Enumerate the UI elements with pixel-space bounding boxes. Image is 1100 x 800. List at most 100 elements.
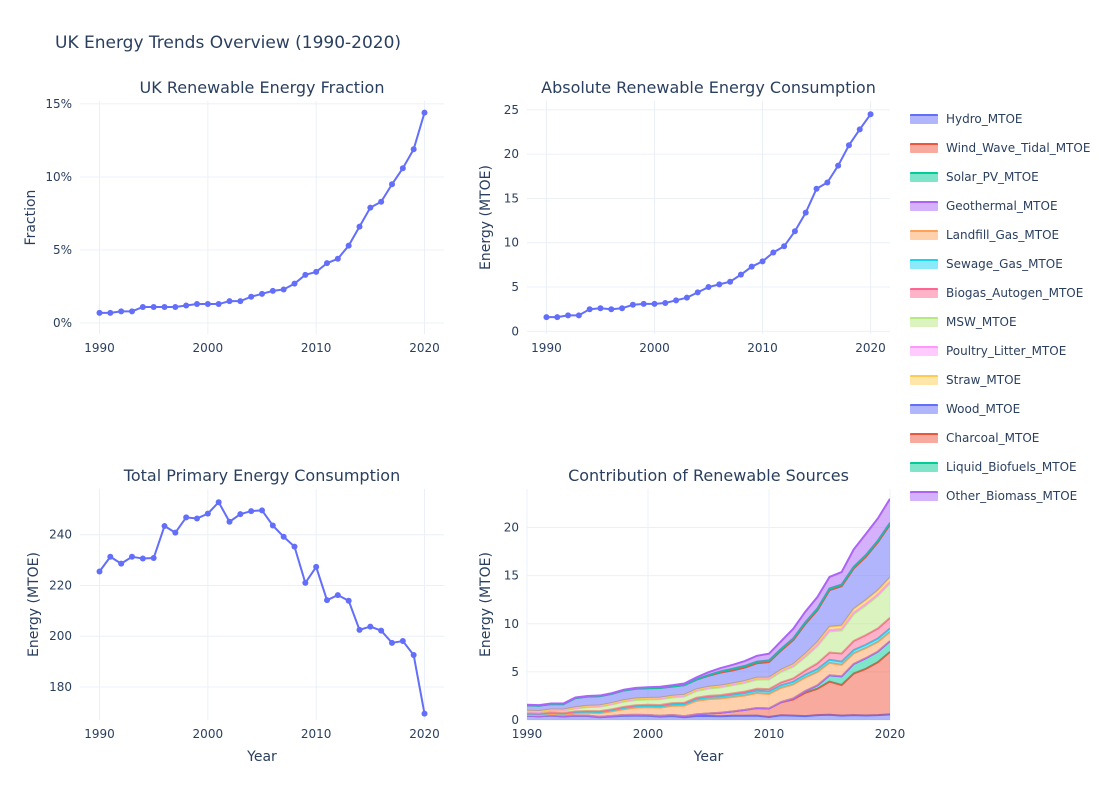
data-point (183, 302, 190, 309)
data-point (378, 627, 385, 634)
x-tick-label: 1990 (512, 727, 543, 741)
legend-item[interactable]: Other_Biomass_MTOE (910, 481, 1095, 510)
legend-item[interactable]: Sewage_Gas_MTOE (910, 249, 1095, 278)
x-tick-label: 2010 (301, 341, 332, 355)
legend-item[interactable]: Straw_MTOE (910, 365, 1095, 394)
x-tick-label: 2010 (747, 341, 778, 355)
legend-label: Biogas_Autogen_MTOE (946, 285, 1084, 300)
data-point (215, 301, 222, 308)
data-point (737, 271, 744, 278)
data-point (629, 301, 636, 308)
legend-item[interactable]: Wood_MTOE (910, 394, 1095, 423)
legend-swatch (910, 171, 938, 182)
data-point (770, 249, 777, 256)
legend[interactable]: Hydro_MTOE Wind_Wave_Tidal_MTOE Solar_PV_M… (910, 104, 1095, 510)
data-point (586, 306, 593, 313)
x-tick-label: 2020 (409, 727, 440, 741)
y-axis-title: Fraction (23, 190, 39, 246)
legend-swatch (910, 345, 938, 356)
data-point (565, 312, 572, 319)
legend-item[interactable]: Solar_PV_MTOE (910, 162, 1095, 191)
data-point (96, 309, 103, 316)
data-point (845, 142, 852, 149)
legend-item[interactable]: MSW_MTOE (910, 307, 1095, 336)
data-point (96, 568, 103, 575)
legend-item[interactable]: Biogas_Autogen_MTOE (910, 278, 1095, 307)
data-point (324, 260, 330, 267)
y-tick-label: 5 (511, 665, 519, 679)
data-point (237, 298, 244, 305)
legend-swatch (910, 432, 938, 443)
data-point (759, 258, 766, 265)
area-straw-mtoe (527, 577, 890, 712)
legend-swatch (910, 461, 938, 472)
x-tick-label: 2000 (639, 341, 670, 355)
data-point (150, 303, 157, 310)
x-tick-label: 2010 (754, 727, 785, 741)
data-point (367, 623, 374, 630)
subplot-title: Absolute Renewable Energy Consumption (541, 78, 876, 97)
data-point (204, 301, 211, 308)
data-point (781, 243, 788, 250)
x-tick-label: 2010 (301, 727, 332, 741)
legend-item[interactable]: Liquid_Biofuels_MTOE (910, 452, 1095, 481)
x-tick-label: 1990 (84, 727, 115, 741)
area-wood-mtoe (527, 524, 890, 712)
data-point (399, 165, 406, 172)
data-point (727, 278, 734, 285)
data-point (824, 179, 831, 186)
data-point (204, 510, 211, 517)
data-point (716, 281, 723, 288)
y-tick-label: 15 (504, 569, 519, 583)
data-point (683, 294, 690, 301)
data-point (619, 305, 626, 312)
data-point (139, 303, 146, 310)
legend-swatch (910, 229, 938, 240)
data-point (259, 507, 265, 514)
legend-item[interactable]: Landfill_Gas_MTOE (910, 220, 1095, 249)
y-tick-label: 220 (49, 578, 72, 592)
data-point (791, 228, 798, 235)
legend-item[interactable]: Geothermal_MTOE (910, 191, 1095, 220)
x-tick-label: 1990 (84, 341, 115, 355)
data-point (280, 533, 287, 540)
subplot-2: 1990 2000 2010 2020 0 5 10 15 20 25 Absolute Renew… (478, 78, 890, 355)
y-tick-label: 15% (45, 97, 72, 111)
data-point (269, 522, 276, 529)
y-tick-label: 10 (504, 236, 519, 250)
data-point (313, 563, 320, 570)
legend-item[interactable]: Hydro_MTOE (910, 104, 1095, 133)
legend-label: Straw_MTOE (946, 372, 1022, 387)
y-tick-label: 20 (504, 521, 519, 535)
legend-item[interactable]: Wind_Wave_Tidal_MTOE (910, 133, 1095, 162)
legend-label: Solar_PV_MTOE (946, 169, 1039, 184)
x-tick-label: 2000 (193, 727, 224, 741)
legend-label: Liquid_Biofuels_MTOE (946, 459, 1077, 474)
data-point (259, 290, 265, 297)
x-tick-label: 2020 (875, 727, 906, 741)
legend-swatch (910, 287, 938, 298)
data-point (597, 305, 604, 312)
legend-item[interactable]: Poultry_Litter_MTOE (910, 336, 1095, 365)
data-point (705, 284, 712, 291)
legend-item[interactable]: Charcoal_MTOE (910, 423, 1095, 452)
data-point (194, 301, 200, 308)
data-point (554, 314, 561, 321)
data-point (662, 299, 669, 306)
x-axis-title: Year (693, 749, 724, 765)
legend-label: Sewage_Gas_MTOE (946, 256, 1063, 271)
legend-swatch (910, 316, 938, 327)
data-point (356, 223, 363, 230)
data-point (410, 652, 417, 659)
data-point (608, 306, 615, 313)
data-point (291, 543, 298, 550)
data-point (389, 181, 395, 188)
data-point (367, 204, 374, 211)
y-tick-label: 5% (53, 243, 72, 257)
data-point (269, 287, 276, 294)
x-tick-label: 1990 (531, 341, 562, 355)
legend-label: Wood_MTOE (946, 401, 1021, 416)
data-point (748, 263, 755, 270)
data-point (802, 209, 809, 216)
y-axis-title: Energy (MTOE) (478, 552, 494, 657)
